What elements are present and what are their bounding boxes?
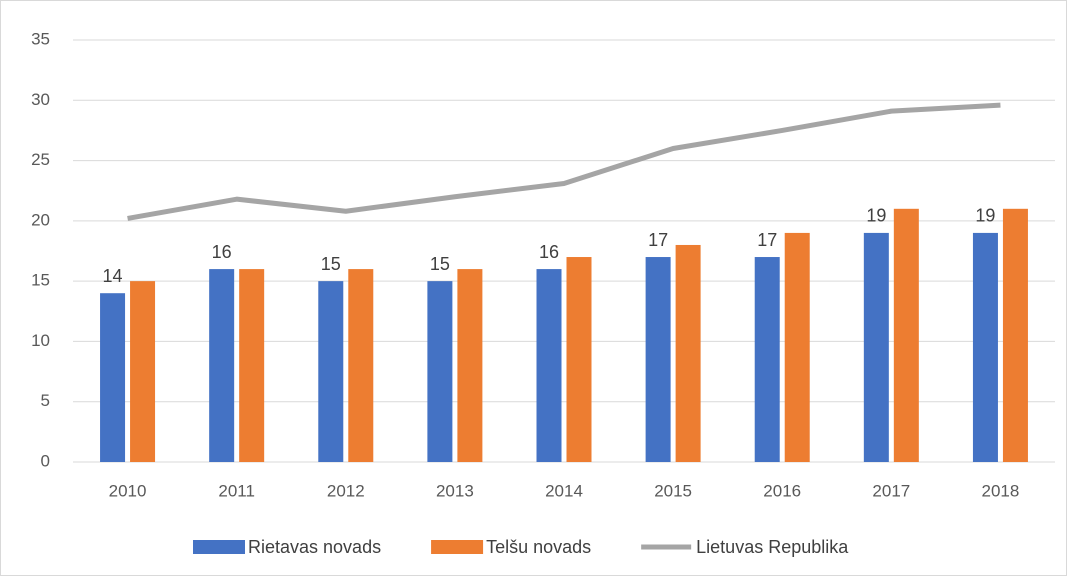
- bar: [348, 269, 374, 462]
- x-tick-label: 2015: [654, 481, 692, 500]
- data-label: 14: [103, 266, 123, 286]
- x-tick-label: 2010: [109, 481, 147, 500]
- data-label: 16: [212, 242, 232, 262]
- bar: [130, 281, 156, 462]
- bar: [318, 281, 344, 462]
- data-label: 16: [539, 242, 559, 262]
- legend-label: Rietavas novads: [248, 537, 381, 557]
- data-label: 15: [321, 254, 341, 274]
- data-label: 19: [866, 206, 886, 226]
- line-series: [127, 102, 1001, 221]
- bar: [675, 244, 701, 462]
- bar: [972, 232, 998, 462]
- y-tick-label: 5: [41, 391, 50, 410]
- data-label: 19: [975, 206, 995, 226]
- y-tick-label: 35: [31, 29, 50, 48]
- bar: [100, 293, 126, 462]
- bar: [1002, 208, 1028, 462]
- data-label: 17: [757, 230, 777, 250]
- bar: [784, 232, 810, 462]
- y-tick-label: 20: [31, 210, 50, 229]
- bar: [754, 257, 780, 462]
- data-label: 17: [648, 230, 668, 250]
- bar: [645, 257, 671, 462]
- legend-swatch: [431, 540, 484, 554]
- y-tick-label: 10: [31, 331, 50, 350]
- y-tick-label: 15: [31, 271, 50, 290]
- legend-label: Lietuvas Republika: [696, 537, 849, 557]
- legend-label: Telšu novads: [486, 537, 591, 557]
- bar: [536, 269, 562, 462]
- y-tick-label: 0: [41, 451, 50, 470]
- bar: [427, 281, 453, 462]
- y-tick-label: 30: [31, 90, 50, 109]
- y-tick-label: 25: [31, 150, 50, 169]
- bar: [893, 208, 919, 462]
- x-tick-label: 2013: [436, 481, 474, 500]
- legend-swatch: [193, 540, 245, 554]
- bar: [863, 232, 889, 462]
- x-tick-label: 2011: [218, 481, 255, 500]
- x-tick-label: 2012: [327, 481, 365, 500]
- x-tick-label: 2016: [763, 481, 801, 500]
- data-label: 15: [430, 254, 450, 274]
- x-tick-label: 2014: [545, 481, 583, 500]
- bar: [239, 269, 265, 462]
- x-tick-label: 2018: [982, 481, 1020, 500]
- bar: [566, 257, 592, 462]
- bar: [209, 269, 235, 462]
- bar: [457, 269, 483, 462]
- x-tick-label: 2017: [872, 481, 910, 500]
